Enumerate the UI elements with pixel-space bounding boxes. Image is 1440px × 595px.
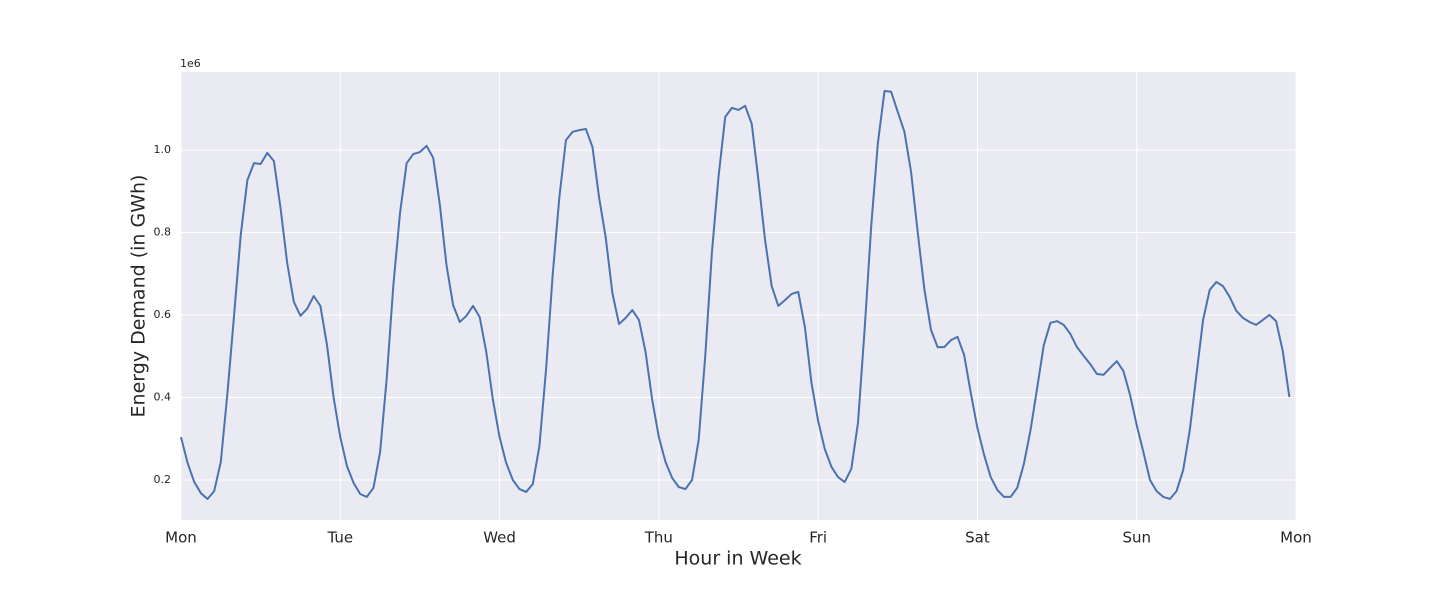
y-tick-label: 0.2	[154, 473, 172, 486]
y-tick-label: 0.4	[154, 390, 172, 403]
x-tick-label: Fri	[809, 529, 827, 547]
x-tick-label: Thu	[644, 529, 673, 547]
plot-area	[181, 72, 1296, 520]
x-axis-label: Hour in Week	[674, 548, 801, 570]
y-axis-label: Energy Demand (in GWh)	[128, 175, 150, 418]
y-offset-label: 1e6	[180, 57, 201, 70]
x-tick-label: Sun	[1122, 529, 1151, 547]
x-tick-label: Wed	[483, 529, 516, 547]
y-tick-label: 0.6	[154, 308, 172, 321]
x-tick-label: Sat	[965, 529, 990, 547]
x-tick-label: Tue	[326, 529, 353, 547]
y-tick-label: 0.8	[154, 225, 172, 238]
x-tick-label: Mon	[1280, 529, 1312, 547]
y-tick-label: 1.0	[154, 143, 172, 156]
x-tick-label: Mon	[165, 529, 197, 547]
line-series	[180, 89, 1291, 500]
